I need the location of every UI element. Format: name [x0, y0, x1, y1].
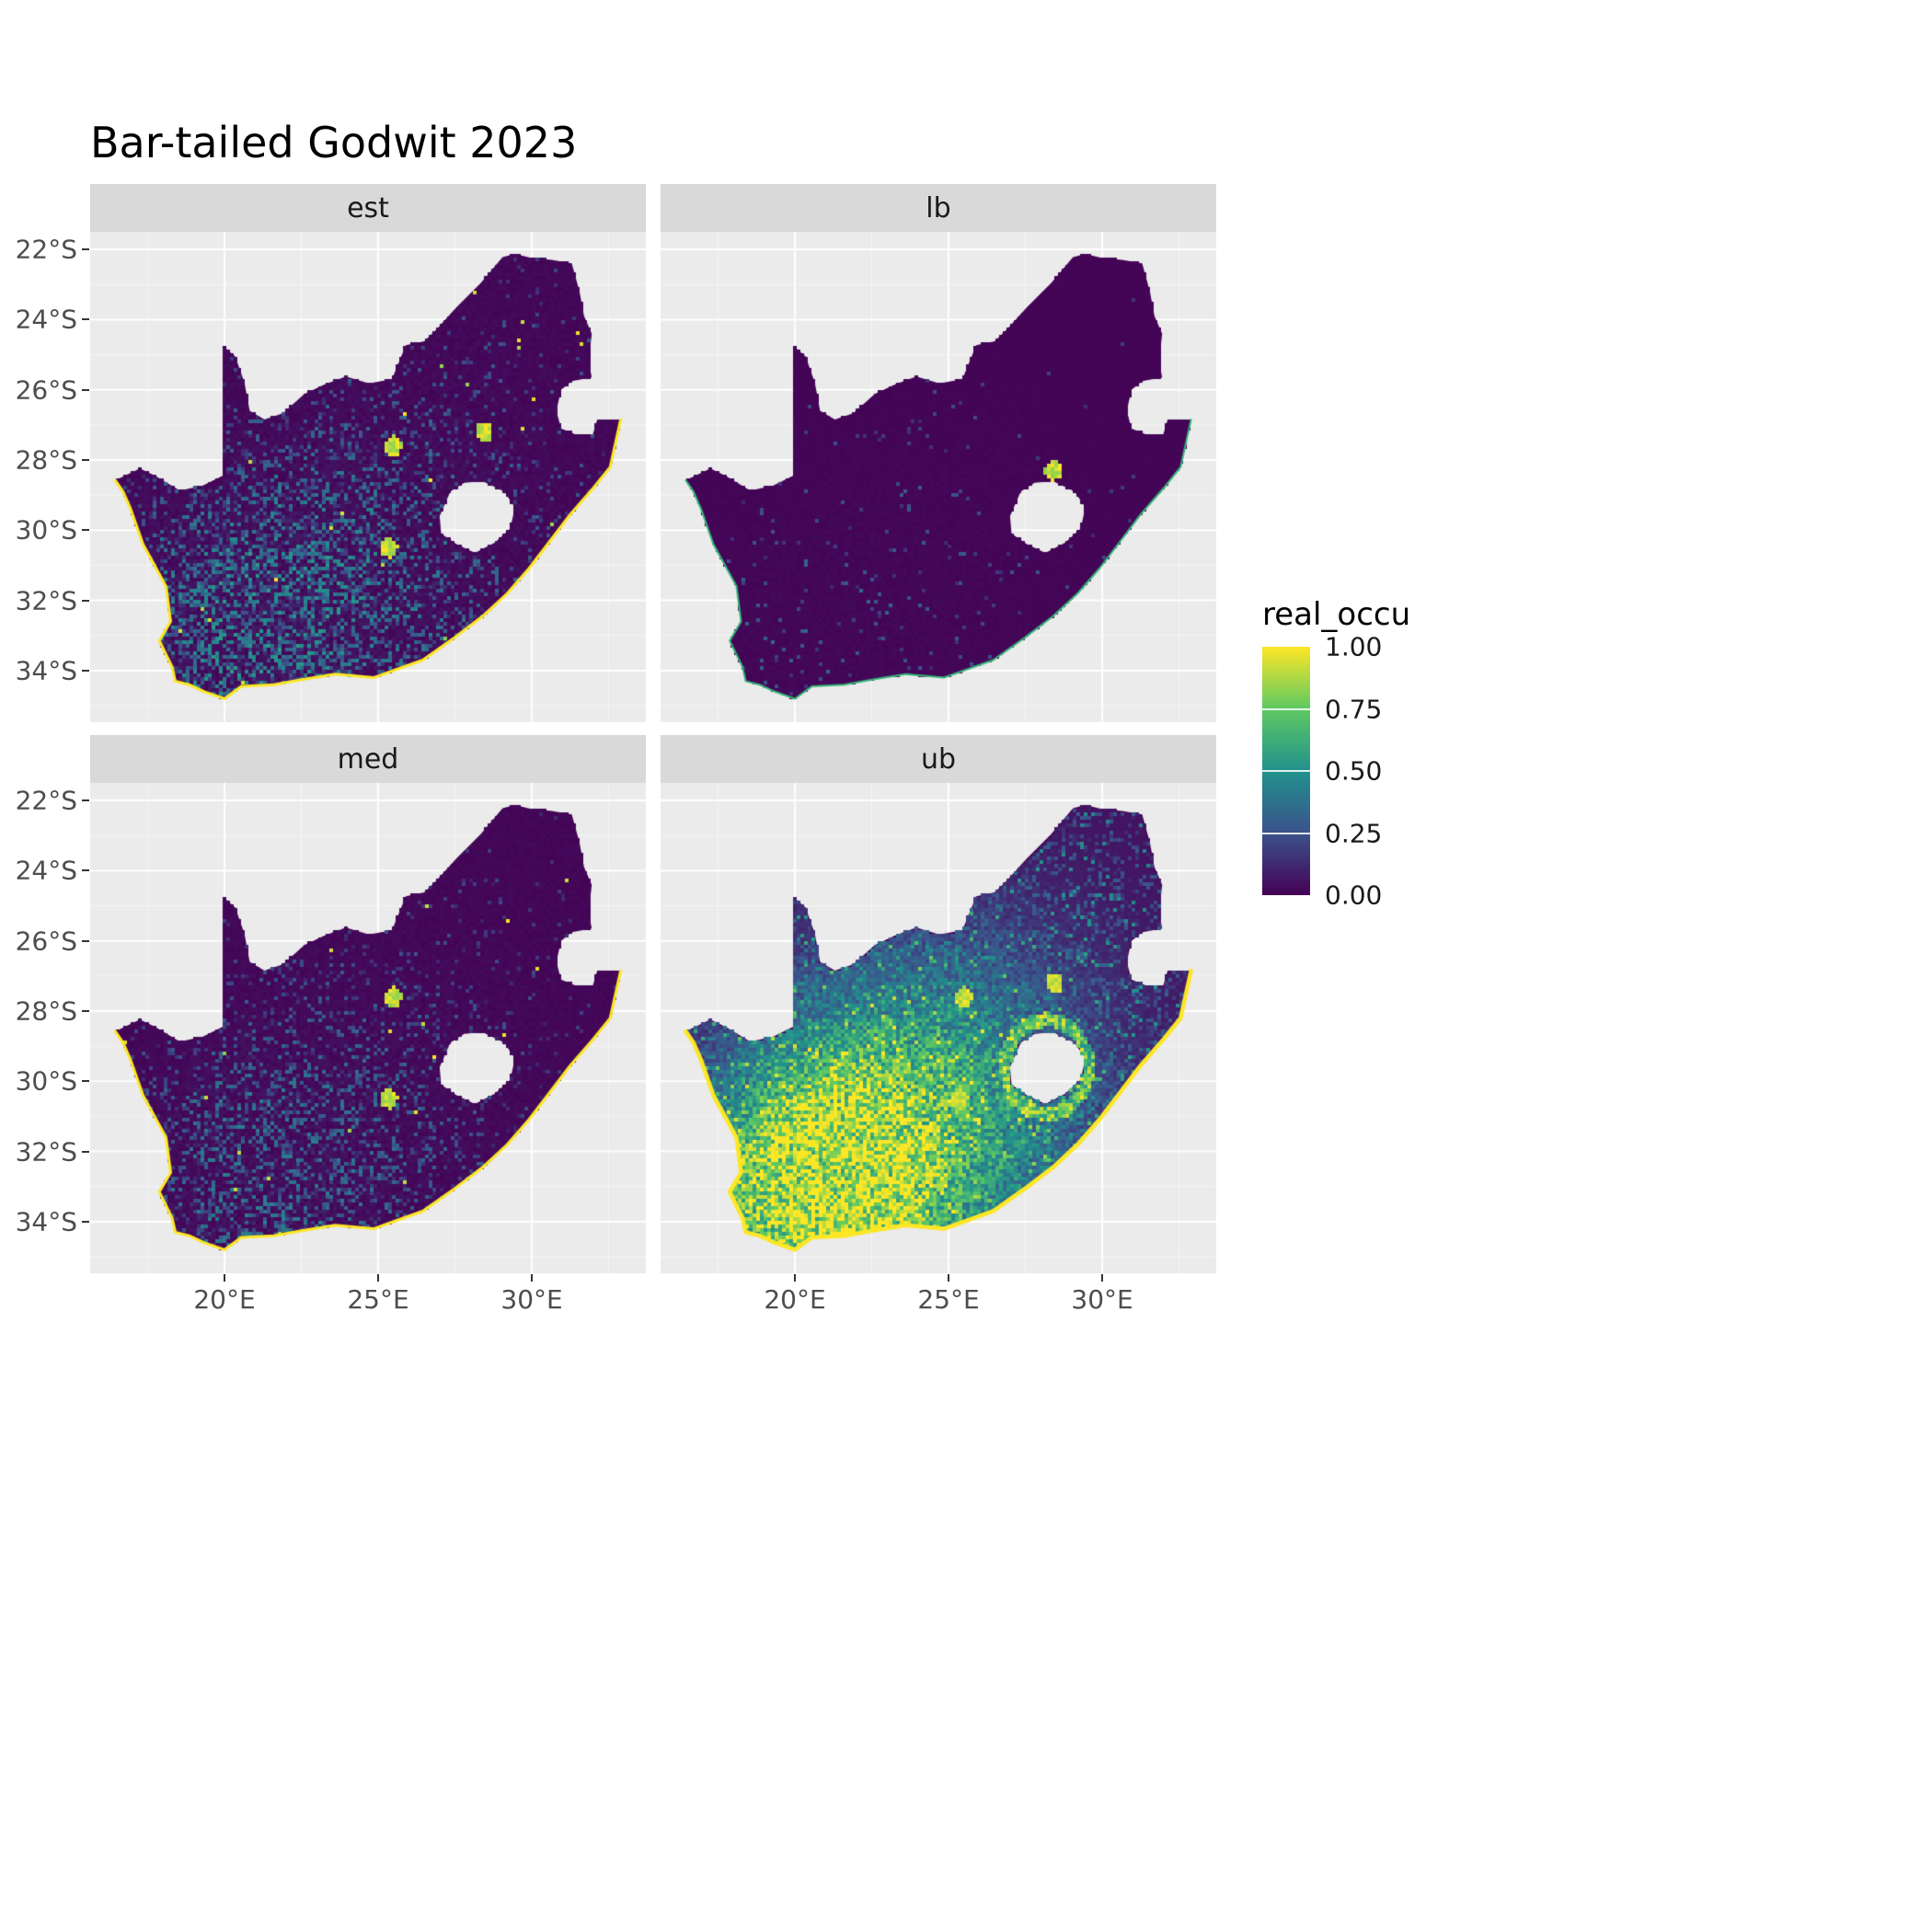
y-tick-label: 34°S: [15, 655, 77, 686]
y-axis-tick: [82, 669, 89, 672]
y-tick-label: 22°S: [15, 234, 77, 265]
x-axis-tick: [377, 1274, 380, 1282]
map-canvas-ub: [661, 783, 1216, 1273]
x-axis-tick: [223, 1274, 225, 1282]
y-tick-label: 34°S: [15, 1206, 77, 1237]
legend-colorbar-tick: [1262, 707, 1310, 710]
facet-strip-est: est: [90, 184, 646, 232]
facet-strip-label: lb: [926, 191, 951, 224]
y-tick-label: 30°S: [15, 514, 77, 546]
y-tick-label: 28°S: [15, 995, 77, 1027]
y-axis-tick: [82, 1009, 89, 1012]
y-tick-label: 22°S: [15, 785, 77, 816]
y-axis-tick: [82, 599, 89, 602]
y-axis-tick: [82, 388, 89, 391]
facet-strip-ub: ub: [661, 735, 1216, 783]
facet-panel-est: est: [90, 184, 646, 722]
y-axis-tick: [82, 1150, 89, 1153]
facet-strip-label: est: [347, 191, 389, 224]
x-tick-label: 25°E: [917, 1284, 980, 1315]
map-canvas-lb: [661, 232, 1216, 722]
y-axis-tick: [82, 529, 89, 532]
legend: real_occu 1.00 0.75 0.50 0.25 0.00: [1262, 596, 1465, 911]
x-tick-label: 25°E: [347, 1284, 409, 1315]
facet-strip-med: med: [90, 735, 646, 783]
y-axis-tick: [82, 458, 89, 461]
legend-tick-label: 0.00: [1325, 880, 1383, 911]
x-tick-label: 20°E: [193, 1284, 256, 1315]
y-axis-tick: [82, 248, 89, 251]
y-tick-label: 26°S: [15, 926, 77, 957]
y-axis-tick: [82, 799, 89, 802]
x-axis-tick: [793, 1274, 796, 1282]
y-tick-label: 28°S: [15, 444, 77, 476]
x-tick-label: 30°E: [500, 1284, 563, 1315]
y-tick-label: 30°S: [15, 1065, 77, 1097]
legend-colorbar-tick: [1262, 832, 1310, 834]
y-tick-label: 32°S: [15, 1136, 77, 1167]
y-axis-tick: [82, 869, 89, 872]
legend-colorbar-tick: [1262, 770, 1310, 772]
facet-panel-med: med: [90, 735, 646, 1273]
legend-title: real_occu: [1262, 596, 1411, 633]
y-tick-label: 32°S: [15, 585, 77, 616]
x-tick-label: 20°E: [764, 1284, 826, 1315]
facet-strip-label: ub: [920, 742, 957, 776]
x-axis-tick: [1101, 1274, 1104, 1282]
y-tick-label: 24°S: [15, 855, 77, 886]
y-tick-label: 24°S: [15, 304, 77, 335]
y-tick-label: 26°S: [15, 374, 77, 406]
x-tick-label: 30°E: [1071, 1284, 1133, 1315]
legend-tick-label: 0.75: [1325, 694, 1383, 724]
y-axis-tick: [82, 1220, 89, 1223]
facet-strip-label: med: [337, 742, 399, 776]
legend-tick-label: 1.00: [1325, 631, 1383, 662]
facet-strip-lb: lb: [661, 184, 1216, 232]
legend-tick-label: 0.25: [1325, 818, 1383, 848]
x-axis-tick: [948, 1274, 950, 1282]
y-axis-tick: [82, 939, 89, 942]
facet-panel-ub: ub: [661, 735, 1216, 1273]
legend-tick-label: 0.50: [1325, 755, 1383, 787]
map-canvas-est: [90, 232, 646, 722]
y-axis-tick: [82, 1080, 89, 1083]
map-canvas-med: [90, 783, 646, 1273]
x-axis-tick: [531, 1274, 534, 1282]
y-axis-tick: [82, 318, 89, 321]
plot-title: Bar-tailed Godwit 2023: [90, 118, 578, 167]
legend-colorbar: [1262, 647, 1310, 895]
facet-panel-lb: lb: [661, 184, 1216, 722]
